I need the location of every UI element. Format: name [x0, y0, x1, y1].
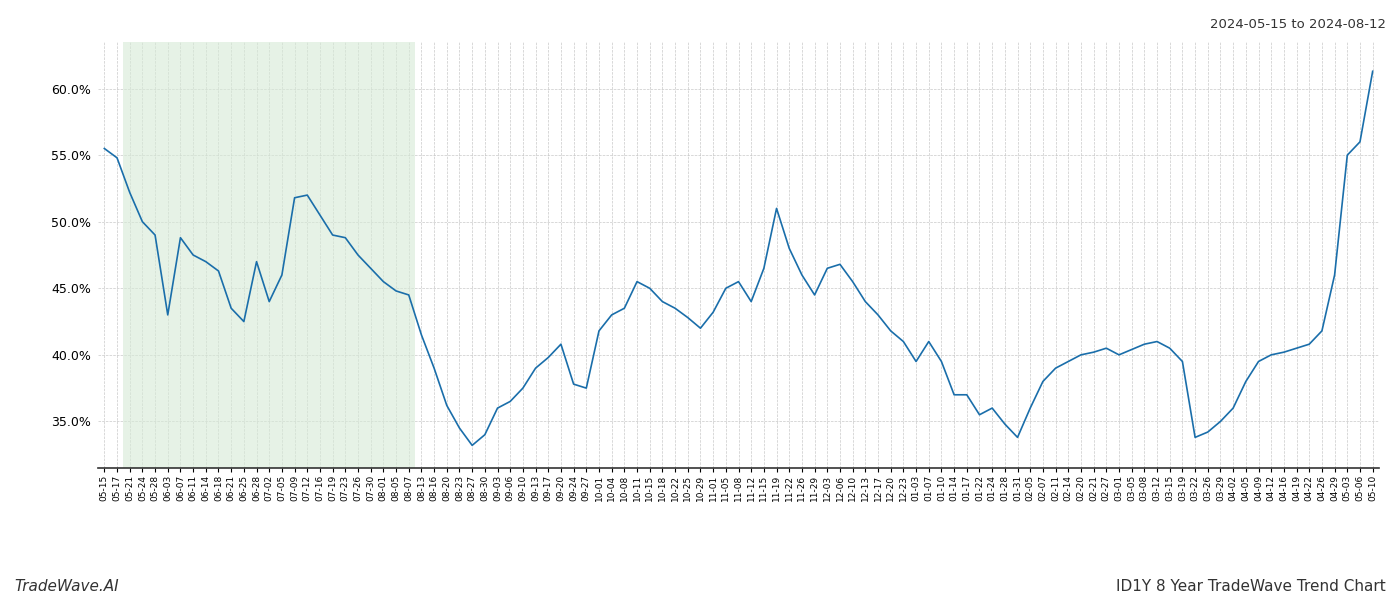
Text: TradeWave.AI: TradeWave.AI — [14, 579, 119, 594]
Text: 2024-05-15 to 2024-08-12: 2024-05-15 to 2024-08-12 — [1210, 18, 1386, 31]
Text: ID1Y 8 Year TradeWave Trend Chart: ID1Y 8 Year TradeWave Trend Chart — [1116, 579, 1386, 594]
Bar — [123, 42, 414, 468]
